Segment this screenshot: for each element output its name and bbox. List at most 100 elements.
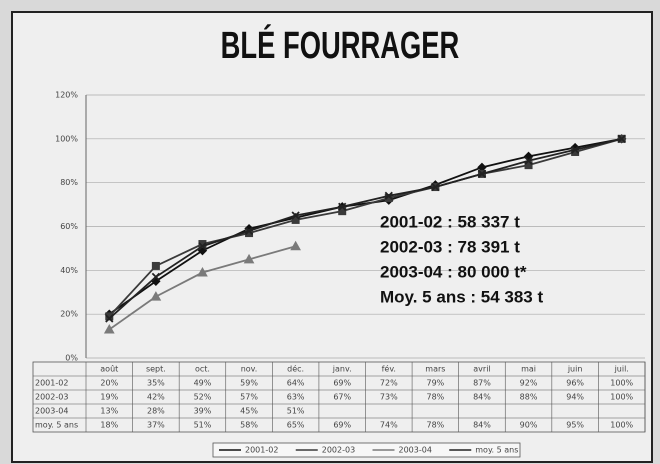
table-cell: 13% <box>100 407 118 416</box>
table-cell: 65% <box>287 421 305 430</box>
y-tick-label: 100% <box>55 134 78 143</box>
table-cell: 92% <box>520 379 538 388</box>
table-cell: 51% <box>194 421 212 430</box>
series-line <box>108 137 622 315</box>
annotation: Moy. 5 ans : 54 383 t <box>380 287 543 306</box>
table-cell: 35% <box>147 379 165 388</box>
table-cell: 94% <box>566 393 584 402</box>
table-cell: 19% <box>100 393 118 402</box>
annotation: 2002-03 : 78 391 t <box>380 237 520 256</box>
legend-label: 2001-02 <box>245 446 278 455</box>
table-cell: 73% <box>380 393 398 402</box>
frame <box>11 11 653 463</box>
table-cell: 84% <box>473 393 491 402</box>
x-tick-label: juil. <box>614 365 629 374</box>
table-cell: 64% <box>287 379 305 388</box>
chart-title: BLÉ FOURRAGER <box>221 24 460 68</box>
table-row-label: 2002-03 <box>35 393 68 402</box>
marker <box>245 229 254 238</box>
marker <box>431 182 440 192</box>
table-cell: 96% <box>566 379 584 388</box>
table-cell: 18% <box>100 421 118 430</box>
marker <box>291 211 300 220</box>
table-cell: 20% <box>100 379 118 388</box>
marker <box>524 156 533 165</box>
table-cell: 87% <box>473 379 491 388</box>
marker <box>150 291 162 301</box>
marker <box>477 169 487 179</box>
marker <box>151 261 160 270</box>
marker <box>243 253 255 264</box>
legend-box <box>212 442 521 458</box>
table-cell: 59% <box>240 379 258 388</box>
table-cell: 100% <box>610 421 633 430</box>
marker <box>338 202 347 211</box>
y-tick-label: 60% <box>60 222 78 231</box>
marker <box>617 134 626 143</box>
table-cell: 69% <box>333 421 351 430</box>
x-tick-label: oct. <box>195 365 210 374</box>
y-tick-label: 80% <box>60 178 78 187</box>
table-cell: 58% <box>240 421 258 430</box>
table-cell: 51% <box>287 407 305 416</box>
marker <box>198 240 207 249</box>
table-cell: 37% <box>147 421 165 430</box>
y-tick-label: 120% <box>55 91 78 100</box>
x-tick-label: juin <box>567 365 583 374</box>
table-cell: 74% <box>380 421 398 430</box>
table-cell: 45% <box>240 407 258 416</box>
table-cell: 79% <box>426 379 444 388</box>
table-cell: 100% <box>610 393 633 402</box>
legend-label: 2002-03 <box>322 446 355 455</box>
x-tick-label: janv. <box>332 365 352 374</box>
table-cell: 52% <box>194 393 212 402</box>
table-cell: 78% <box>426 393 444 402</box>
legend-label: moy. 5 ans <box>475 446 518 455</box>
table-cell: 39% <box>194 407 212 416</box>
table-cell: 100% <box>610 379 633 388</box>
table-row-label: 2001-02 <box>35 379 68 388</box>
y-tick-label: 20% <box>60 310 78 319</box>
table-cell: 95% <box>566 421 584 430</box>
marker <box>384 194 393 203</box>
x-tick-label: fév. <box>382 364 396 374</box>
x-tick-label: déc. <box>287 364 304 374</box>
x-tick-label: août <box>100 365 118 374</box>
marker <box>151 272 161 282</box>
marker <box>244 226 254 236</box>
marker <box>198 242 207 251</box>
y-tick-label: 0% <box>65 354 78 363</box>
table-cell: 67% <box>333 393 351 402</box>
marker <box>290 240 301 251</box>
table-cell: 28% <box>147 407 165 416</box>
marker <box>105 314 114 323</box>
legend-label: 2003-04 <box>399 446 432 455</box>
table-cell: 63% <box>287 393 305 402</box>
y-tick-label: 40% <box>60 266 78 275</box>
table-cell: 49% <box>194 379 212 388</box>
series-line <box>108 137 622 320</box>
table-cell: 69% <box>333 379 351 388</box>
table-cell: 84% <box>473 421 491 430</box>
table-cell: 78% <box>426 421 444 430</box>
table-cell: 90% <box>520 421 538 430</box>
table-cell: 57% <box>240 393 258 402</box>
marker <box>571 147 580 156</box>
marker <box>384 191 393 200</box>
x-tick-label: avril <box>473 365 490 374</box>
table-cell: 72% <box>380 379 398 388</box>
x-tick-label: nov. <box>241 365 258 374</box>
series-line <box>108 137 622 317</box>
x-tick-label: sept. <box>146 365 166 374</box>
x-tick-label: mai <box>521 365 536 374</box>
table-row-label: moy. 5 ans <box>35 421 78 430</box>
table-cell: 42% <box>147 393 165 402</box>
table-row-label: 2003-04 <box>35 407 68 416</box>
marker <box>197 267 208 277</box>
annotation: 2003-04 : 80 000 t* <box>380 262 527 281</box>
marker <box>570 145 580 154</box>
annotation: 2001-02 : 58 337 t <box>380 212 520 231</box>
x-tick-label: mars <box>425 365 445 374</box>
